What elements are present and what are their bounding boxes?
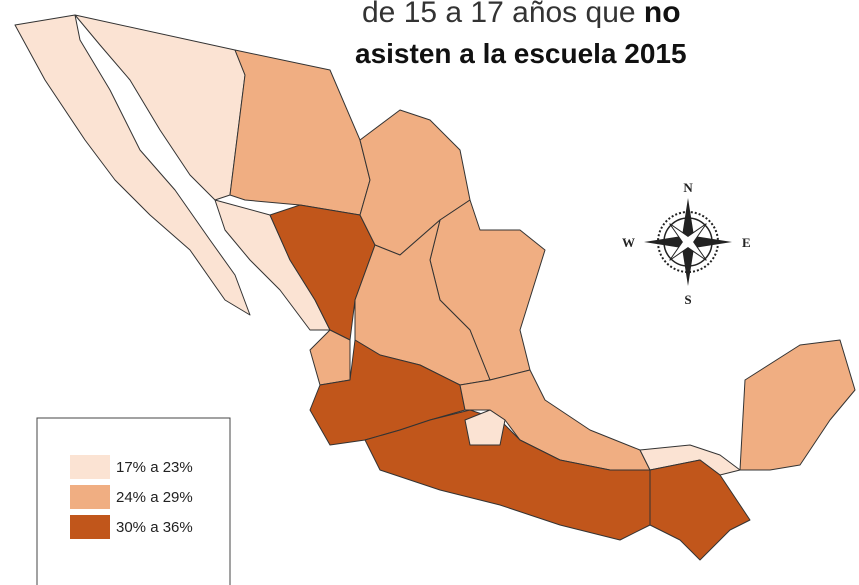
- legend: 17% a 23% 24% a 29% 30% a 36%: [36, 417, 231, 585]
- compass-w: W: [622, 235, 635, 250]
- baja-california: [14, 14, 251, 316]
- legend-swatch: [70, 485, 110, 509]
- legend-box: [36, 417, 231, 585]
- compass-star-diag: [669, 223, 707, 261]
- durango: [269, 204, 376, 341]
- compass: N S E W: [622, 180, 751, 307]
- title-line1: de 15 a 17 años que no: [362, 0, 681, 29]
- legend-swatch: [70, 515, 110, 539]
- yucatan: [739, 339, 856, 471]
- states: [14, 14, 856, 561]
- title-normal: de 15 a 17 años que: [362, 0, 636, 29]
- chihuahua: [229, 49, 371, 216]
- legend-label: 17% a 23%: [116, 459, 193, 476]
- legend-label: 30% a 36%: [116, 519, 193, 536]
- compass-e: E: [742, 235, 751, 250]
- compass-n: N: [683, 180, 693, 195]
- compass-s: S: [684, 292, 691, 307]
- title-bold: no: [644, 0, 681, 29]
- legend-swatch: [70, 455, 110, 479]
- guerrero-oaxaca: [364, 409, 651, 541]
- legend-label: 24% a 29%: [116, 489, 193, 506]
- title-line2: asisten a la escuela 2015: [355, 38, 687, 69]
- nayarit: [309, 329, 351, 386]
- mexico-city: [464, 409, 506, 446]
- chiapas: [649, 459, 751, 561]
